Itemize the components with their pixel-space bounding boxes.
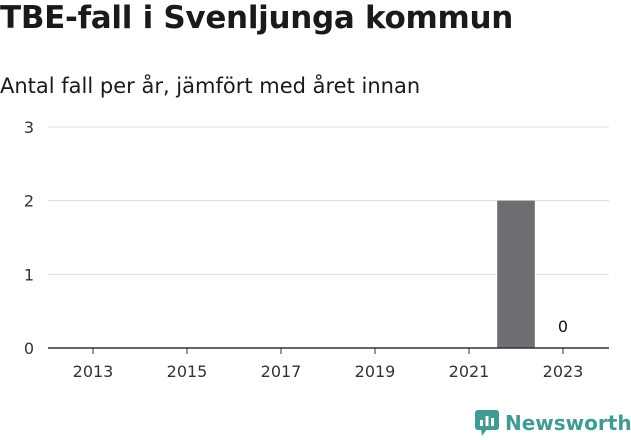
bar bbox=[497, 200, 535, 348]
x-tick-label: 2015 bbox=[167, 362, 208, 381]
chart-title: TBE-fall i Svenljunga kommun bbox=[0, 0, 514, 36]
x-tick-label: 2023 bbox=[543, 362, 584, 381]
x-tick-label: 2017 bbox=[261, 362, 302, 381]
x-tick-label: 2021 bbox=[449, 362, 490, 381]
y-tick-label: 2 bbox=[24, 192, 34, 211]
y-tick-label: 1 bbox=[24, 265, 34, 284]
y-tick-label: 0 bbox=[24, 339, 34, 358]
brand-name: Newsworthy bbox=[505, 411, 631, 435]
newsworthy-logo-icon bbox=[475, 410, 499, 436]
data-label: 0 bbox=[558, 317, 568, 336]
newsworthy-logo: Newsworthy bbox=[475, 406, 631, 440]
x-tick-label: 2013 bbox=[73, 362, 114, 381]
bar-chart: 0 1 2 3 2013 2015 2017 2019 2021 2023 0 bbox=[24, 118, 609, 381]
chart-subtitle: Antal fall per år, jämfört med året inna… bbox=[0, 74, 421, 98]
y-tick-label: 3 bbox=[24, 118, 34, 137]
x-tick-label: 2019 bbox=[355, 362, 396, 381]
